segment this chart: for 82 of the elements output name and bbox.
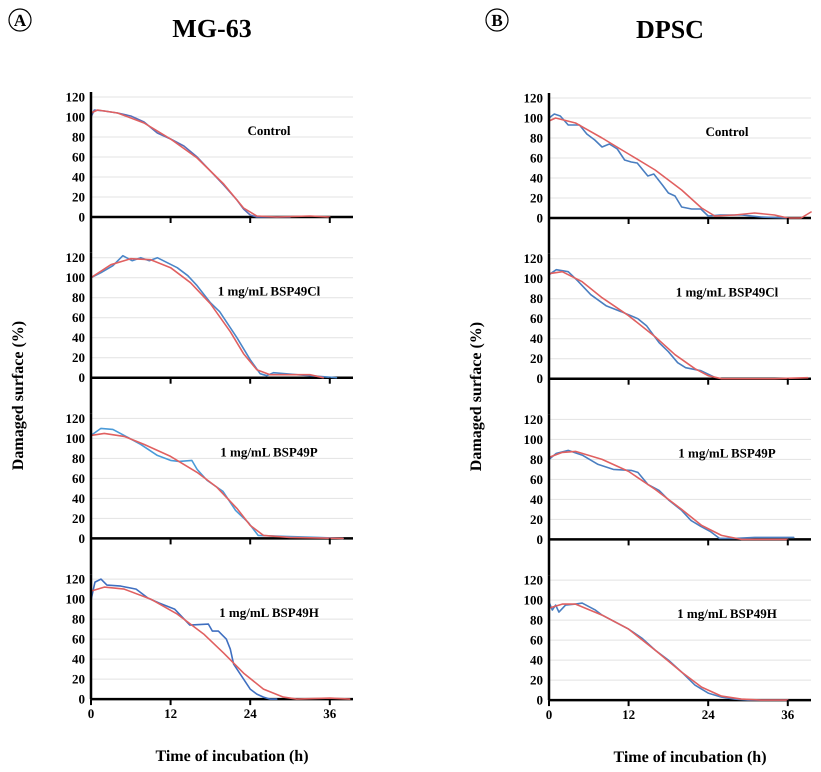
text: 1 mg/mL BSP49H [219,605,319,620]
y-tick-label: 100 [66,592,85,607]
text: 1 mg/mL BSP49Cl [676,284,779,300]
x-tick-label: 36 [323,706,337,722]
y-tick-label: 0 [78,370,85,386]
x-tick-label: 24 [244,706,258,722]
y-tick-label: 20 [530,672,543,688]
x-tick-label: 12 [622,707,636,722]
y-tick-label: 100 [524,110,543,126]
line-series [548,270,808,380]
y-tick-label: 0 [536,532,543,547]
y-tick-label: 60 [530,150,543,166]
y-tick-label: 40 [72,170,85,184]
y-tick-label: 40 [530,652,543,668]
y-tick-label: 80 [72,290,85,306]
y-tick-label: 20 [530,190,543,206]
y-tick-label: 100 [66,270,85,286]
y-tick-label: 20 [72,672,85,687]
text: 1 mg/mL BSP49P [220,444,318,460]
text: A [14,11,27,30]
text: Control [247,123,291,138]
x-tick-label: 24 [702,707,716,722]
text: 1 mg/mL BSP49H [677,606,777,622]
y-tick-label: 120 [66,250,85,266]
y-tick-label: 60 [72,632,85,647]
y-tick-label: 120 [66,410,85,426]
y-tick-label: 60 [72,310,85,326]
y-tick-label: 0 [536,210,543,226]
y-tick-label: 60 [72,150,85,164]
x-axis-title: Time of incubation (h) [613,749,767,766]
line-series [90,586,350,700]
text: 1 mg/mL BSP49P [678,445,776,460]
y-tick-label: 100 [66,430,85,446]
y-tick-label: 100 [524,592,543,608]
y-tick-label: 0 [536,692,543,708]
text: B [491,11,503,30]
text: 1 mg/mL BSP49Cl [218,284,321,299]
y-tick-label: 40 [72,330,85,346]
y-tick-label: 80 [530,452,543,467]
y-tick-label: 80 [530,130,543,146]
y-tick-label: 0 [78,530,85,546]
y-tick-label: 120 [524,90,543,106]
y-tick-label: 120 [524,412,543,427]
y-tick-label: 100 [66,110,85,124]
y-tick-label: 60 [530,311,543,326]
y-tick-label: 100 [524,432,543,447]
x-tick-label: 36 [781,707,795,722]
text: Control [705,124,749,139]
y-tick-label: 20 [72,510,85,526]
y-tick-label: 40 [530,492,543,507]
y-tick-label: 60 [72,470,85,486]
y-tick-label: 0 [78,210,85,224]
y-tick-label: 0 [78,692,85,707]
y-tick-label: 80 [72,130,85,144]
chart-title: DPSC [636,15,704,44]
y-tick-label: 60 [530,472,543,487]
y-tick-label: 80 [72,450,85,466]
y-tick-label: 0 [536,371,543,386]
y-tick-label: 40 [72,490,85,506]
y-tick-label: 100 [524,271,543,286]
y-axis-title: Damaged surface (%) [10,320,27,470]
y-tick-label: 20 [72,350,85,366]
x-axis-title: Time of incubation (h) [155,748,309,766]
line-series [90,109,291,218]
chart-title: MG-63 [172,14,252,43]
y-tick-label: 120 [524,572,543,588]
y-tick-label: 120 [66,90,85,104]
y-tick-label: 40 [530,331,543,346]
y-tick-label: 120 [524,251,543,266]
y-tick-label: 40 [530,170,543,186]
y-tick-label: 40 [72,652,85,667]
line-series [90,109,331,218]
y-tick-label: 20 [530,512,543,527]
y-tick-label: 20 [72,190,85,204]
y-axis-title: Damaged surface (%) [468,322,485,472]
x-tick-label: 12 [164,706,178,722]
y-tick-label: 80 [72,612,85,627]
y-tick-label: 80 [530,291,543,306]
y-tick-label: 20 [530,351,543,366]
y-tick-label: 80 [530,612,543,628]
y-tick-label: 120 [66,572,85,587]
y-tick-label: 60 [530,632,543,648]
